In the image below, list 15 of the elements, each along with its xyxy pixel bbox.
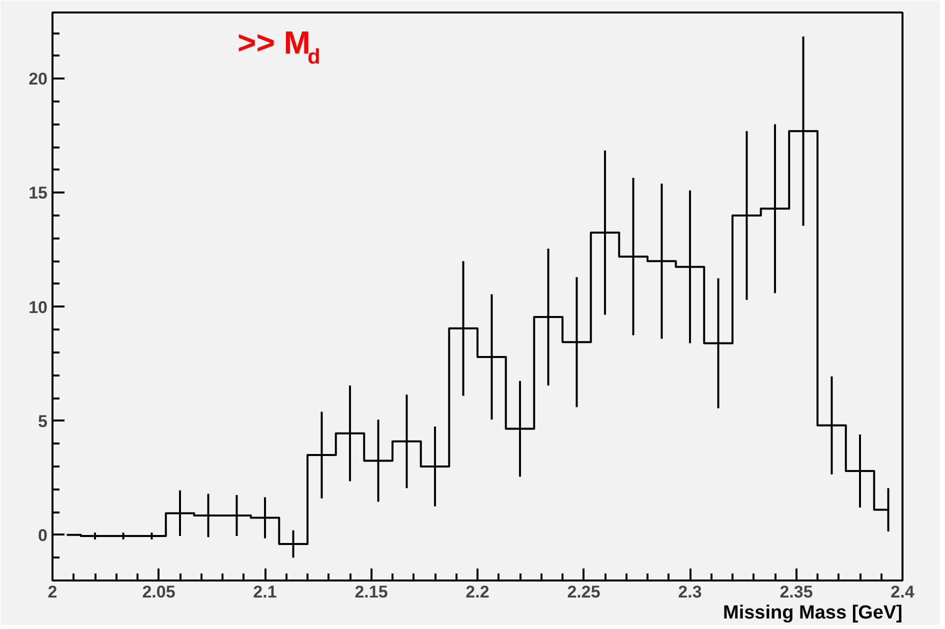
x-tick-label: 2.1	[253, 582, 277, 602]
x-axis-title: Missing Mass [GeV]	[723, 602, 903, 624]
x-tick-label: 2.35	[780, 582, 813, 602]
x-tick-label: 2	[48, 582, 58, 602]
y-tick-label: 10	[28, 298, 48, 317]
x-tick-label: 2.05	[142, 582, 176, 602]
y-tick-label: 15	[28, 184, 48, 203]
y-tick-label: 20	[28, 70, 48, 89]
x-tick-label: 2.4	[890, 582, 915, 602]
x-tick-label: 2.25	[567, 582, 600, 602]
y-tick-label: 5	[38, 412, 48, 431]
x-tick-label: 2.15	[354, 582, 388, 602]
x-tick-label: 2.3	[678, 582, 702, 602]
x-tick-label: 2.2	[466, 582, 490, 602]
y-tick-label: 0	[38, 526, 48, 545]
